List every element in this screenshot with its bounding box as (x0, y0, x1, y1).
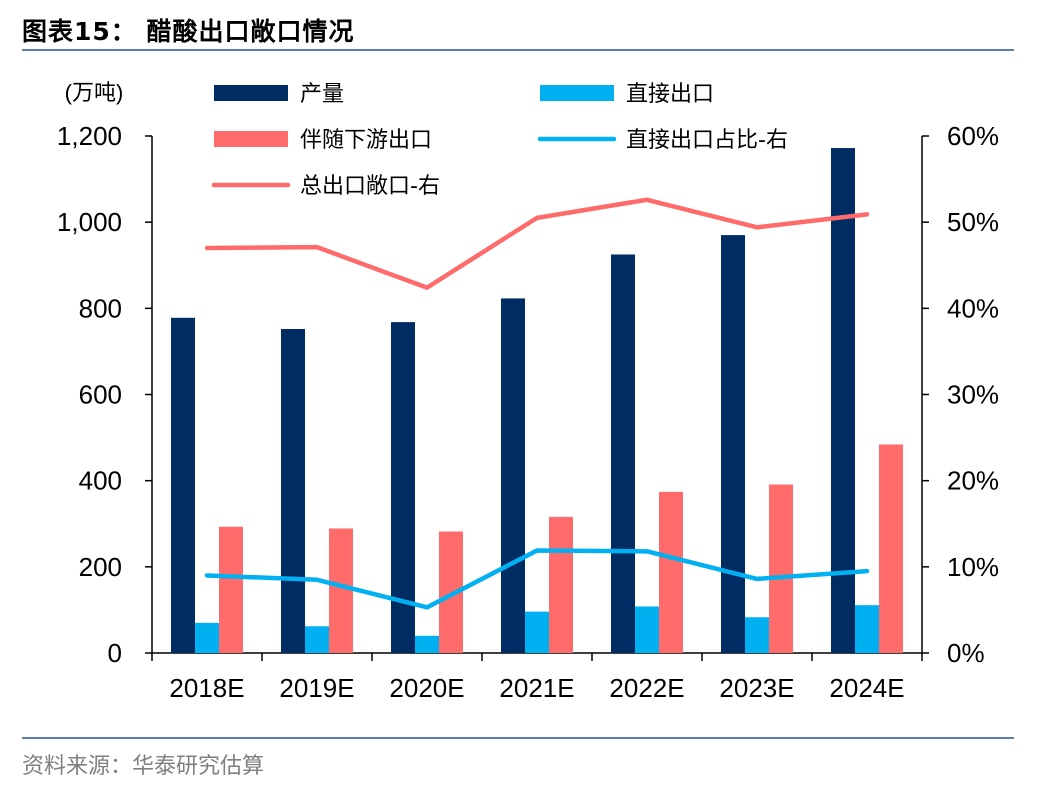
right-tick-label: 60% (947, 121, 999, 151)
x-tick-label: 2019E (279, 673, 354, 703)
bar-production (501, 298, 525, 653)
bar-direct-export (855, 605, 879, 653)
bar-direct-export (195, 622, 219, 653)
page-title: 图表15： 醋酸出口敞口情况 (22, 17, 355, 46)
left-tick-label: 600 (79, 380, 122, 410)
legend-total-export-exposure-label: 总出口敞口-右 (300, 174, 440, 199)
legend-direct-export-label: 直接出口 (626, 82, 714, 107)
bar-downstream-export (879, 444, 903, 653)
source-divider (22, 737, 1014, 739)
bar-production (721, 235, 745, 653)
right-tick-label: 0% (947, 638, 985, 668)
bar-downstream-export (219, 526, 243, 653)
right-tick-label: 40% (947, 293, 999, 323)
source-note: 资料来源：华泰研究估算 (22, 754, 265, 779)
bar-downstream-export (659, 491, 683, 653)
left-tick-label: 800 (79, 293, 122, 323)
legend-downstream-export-label: 伴随下游出口 (300, 128, 432, 153)
bar-downstream-export (549, 516, 573, 653)
right-tick-label: 50% (947, 207, 999, 237)
left-tick-label: 0 (108, 638, 122, 668)
left-tick-label: 1,200 (57, 121, 122, 151)
lines (204, 197, 870, 610)
bar-production (611, 254, 635, 653)
bar-direct-export (415, 635, 439, 653)
left-tick-label: 400 (79, 466, 122, 496)
bar-production (831, 148, 855, 653)
legend-direct-export-ratio-label: 直接出口占比-右 (626, 128, 788, 153)
legend-production-label: 产量 (300, 82, 344, 107)
right-tick-label: 30% (947, 380, 999, 410)
left-tick-label: 1,000 (57, 207, 122, 237)
bar-production (171, 317, 195, 653)
bar-downstream-export (329, 528, 353, 653)
line-total-export-exposure (204, 197, 870, 290)
bar-direct-export (745, 617, 769, 653)
x-tick-label: 2024E (829, 673, 904, 703)
legend-downstream-export-swatch (214, 131, 288, 147)
legend-production-swatch (214, 85, 288, 101)
bar-downstream-export (769, 484, 793, 653)
left-axis-unit: (万吨) (65, 80, 124, 105)
x-tick-label: 2020E (389, 673, 464, 703)
bar-direct-export (305, 626, 329, 653)
legend-direct-export-swatch (540, 85, 614, 101)
x-tick-label: 2022E (609, 673, 684, 703)
x-tick-label: 2018E (169, 673, 244, 703)
x-tick-label: 2021E (499, 673, 574, 703)
line-direct-export-ratio (204, 548, 870, 610)
left-tick-label: 200 (79, 552, 122, 582)
right-tick-label: 20% (947, 466, 999, 496)
bar-direct-export (635, 606, 659, 653)
right-tick-label: 10% (947, 552, 999, 582)
bar-production (281, 329, 305, 653)
axes: 0 200 400 600 800 1,000 1,200 (万吨) 0% 10% 20% 30% 40… (57, 80, 999, 703)
title-divider (22, 49, 1014, 51)
x-tick-label: 2023E (719, 673, 794, 703)
bar-direct-export (525, 611, 549, 653)
